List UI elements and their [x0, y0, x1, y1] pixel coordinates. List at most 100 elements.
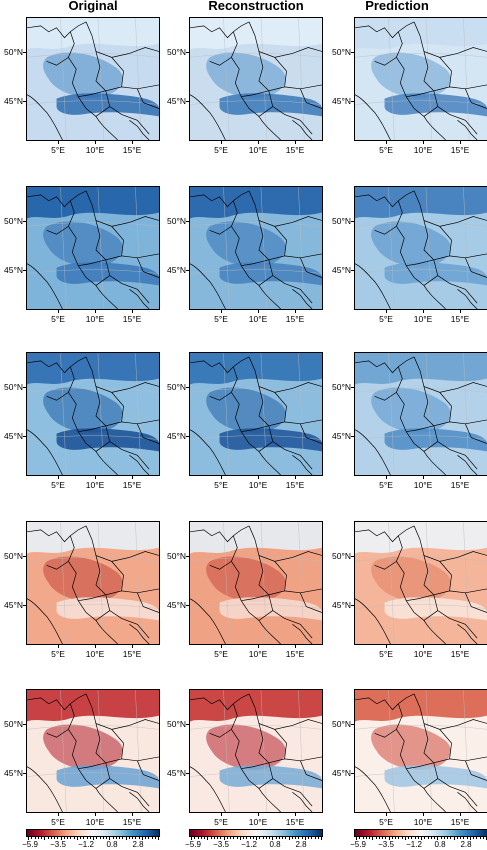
lon-tick: [95, 813, 96, 816]
graticule-line: [135, 353, 142, 475]
border-line: [209, 226, 232, 235]
field-north-band: [355, 187, 487, 219]
map-panel-original-row-1: [26, 17, 160, 141]
lon-label: 5°E: [379, 145, 393, 155]
lon-label: 10°E: [85, 480, 105, 490]
border-line: [374, 226, 397, 235]
colorbar-tick: [295, 837, 296, 839]
graticule-line: [223, 353, 230, 475]
column-title-prediction: Prediction: [365, 0, 429, 13]
border-line: [433, 594, 478, 639]
lon-tick: [58, 476, 59, 479]
border-line: [406, 425, 434, 433]
lat-label: 45°N: [167, 600, 186, 610]
border-line: [27, 21, 87, 39]
colorbar-tick: [145, 837, 146, 839]
colorbar-tick: [243, 837, 244, 839]
field-accent-region: [371, 221, 451, 267]
colorbar-tick: [217, 837, 218, 839]
border-line: [457, 792, 478, 812]
graticule-line: [223, 522, 230, 644]
border-line: [111, 392, 124, 422]
colorbar-tick: [382, 837, 383, 839]
lat-tick: [186, 724, 189, 725]
lat-tick: [351, 52, 354, 53]
graticule-line: [355, 388, 487, 393]
lon-label: 10°E: [248, 145, 268, 155]
graticule-line: [223, 690, 230, 812]
lat-tick: [186, 436, 189, 437]
colorbar-tick: [50, 837, 52, 839]
graticule-line: [27, 222, 159, 227]
lon-tick: [423, 310, 424, 313]
colorbar-reconstruction: [189, 829, 323, 837]
border-line: [95, 620, 118, 644]
field-alps-band: [56, 597, 159, 621]
colorbar-tick: [135, 837, 137, 839]
border-line: [27, 598, 63, 644]
lon-tick: [423, 476, 424, 479]
border-line: [423, 285, 446, 309]
field-alps-band: [219, 262, 322, 286]
colorbar-tick: [67, 837, 68, 839]
field-alps-band: [384, 262, 487, 286]
graticule-line: [463, 690, 470, 812]
border-line: [85, 275, 110, 286]
border-line: [209, 392, 232, 401]
border-line: [433, 425, 478, 470]
field-north-band: [27, 18, 159, 50]
map-panel-reconstruction-row-1: [189, 17, 323, 141]
border-line: [27, 190, 87, 208]
border-line: [355, 598, 391, 644]
lon-label: 15°E: [450, 817, 470, 827]
colorbar-tick: [213, 837, 215, 839]
border-line: [413, 778, 438, 789]
border-line: [190, 356, 250, 374]
border-line: [406, 594, 434, 602]
colorbar-tick: [233, 837, 235, 839]
colorbar-label: 0.8: [434, 840, 446, 849]
colorbar-tick: [125, 837, 127, 840]
border-line: [241, 762, 269, 770]
lon-label: 5°E: [214, 817, 228, 827]
lat-tick: [23, 101, 26, 102]
lon-label: 5°E: [214, 649, 228, 659]
colorbar-tick: [285, 837, 287, 839]
colorbar-tick: [437, 837, 439, 840]
lat-tick: [23, 221, 26, 222]
border-line: [67, 366, 87, 444]
border-line: [241, 594, 269, 602]
border-line: [190, 693, 250, 711]
lon-label: 5°E: [51, 145, 65, 155]
colorbar-label: 2.8: [295, 840, 307, 849]
colorbar-tick: [272, 837, 274, 840]
lat-tick: [23, 605, 26, 606]
border-line: [355, 21, 415, 39]
lat-tick: [351, 605, 354, 606]
lon-tick: [295, 310, 296, 313]
border-line: [105, 425, 150, 470]
column-title-original: Original: [68, 0, 118, 13]
border-line: [355, 766, 391, 812]
lon-tick: [295, 141, 296, 144]
border-line: [111, 226, 124, 256]
border-line: [248, 610, 273, 621]
lat-label: 50°N: [332, 551, 351, 561]
field-accent-region: [206, 52, 286, 98]
border-line: [457, 120, 478, 140]
colorbar-tick: [207, 837, 209, 840]
border-line: [355, 693, 415, 711]
lat-tick: [186, 773, 189, 774]
border-line: [27, 356, 87, 374]
colorbar-tick: [447, 837, 448, 839]
lat-tick: [23, 436, 26, 437]
colorbar-tick: [89, 837, 91, 839]
lat-tick: [351, 101, 354, 102]
border-line: [78, 259, 106, 267]
colorbar-tick: [44, 837, 46, 840]
field-alps-band: [219, 765, 322, 789]
lon-label: 5°E: [51, 817, 65, 827]
graticule-line: [260, 18, 268, 140]
border-line: [355, 429, 391, 475]
border-line: [27, 263, 63, 309]
